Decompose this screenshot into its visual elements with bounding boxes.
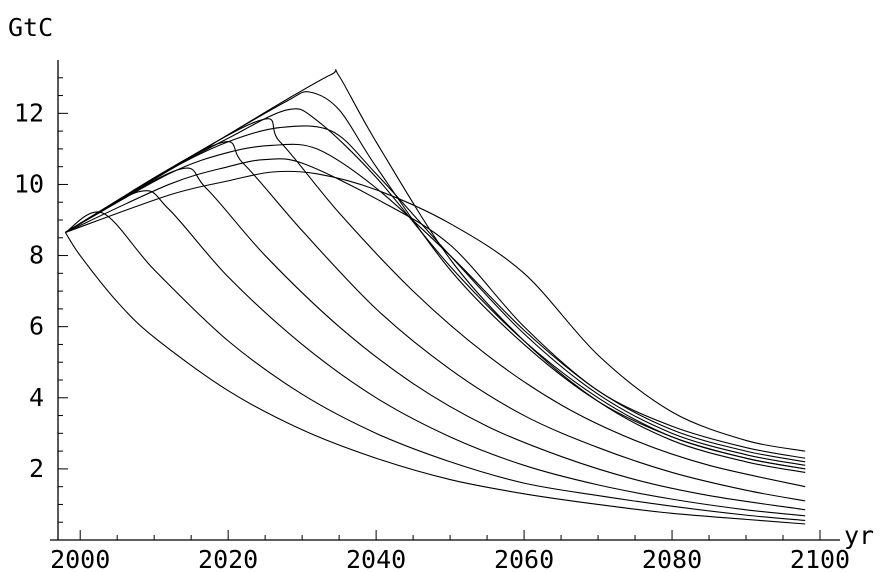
series-layer [64, 69, 806, 525]
series-line-11 [65, 108, 806, 470]
series-line-9 [65, 143, 806, 463]
series-line-12 [65, 91, 806, 470]
series-line-4 [65, 167, 806, 511]
y-axis-label: GtC [8, 13, 53, 42]
series-line-7 [65, 170, 806, 452]
ticks: 2000 2020 2040 2060 2080 2100 2 4 6 8 10 12 [14, 77, 850, 572]
series-line-2 [65, 211, 806, 521]
x-tick-label-2040: 2040 [346, 545, 406, 572]
series-line-6 [65, 118, 806, 488]
axes [50, 60, 840, 541]
series-line-3 [65, 190, 806, 517]
y-tick-label-2: 2 [29, 454, 44, 483]
series-line-8 [65, 158, 806, 459]
y-tick-label-6: 6 [29, 312, 44, 341]
series-line-5 [65, 140, 806, 502]
x-tick-label-2020: 2020 [198, 545, 258, 572]
x-tick-label-2060: 2060 [494, 545, 554, 572]
series-line-1 [64, 232, 806, 525]
x-tick-label-2100: 2100 [790, 545, 850, 572]
x-axis-label: yr [844, 521, 874, 550]
series-line-10 [65, 125, 806, 466]
y-tick-label-10: 10 [14, 169, 44, 198]
x-tick-label-2080: 2080 [642, 545, 702, 572]
y-tick-label-12: 12 [14, 98, 44, 127]
y-tick-label-4: 4 [29, 383, 44, 412]
series-line-13 [65, 69, 806, 473]
x-tick-label-2000: 2000 [50, 545, 110, 572]
y-tick-label-8: 8 [29, 241, 44, 270]
